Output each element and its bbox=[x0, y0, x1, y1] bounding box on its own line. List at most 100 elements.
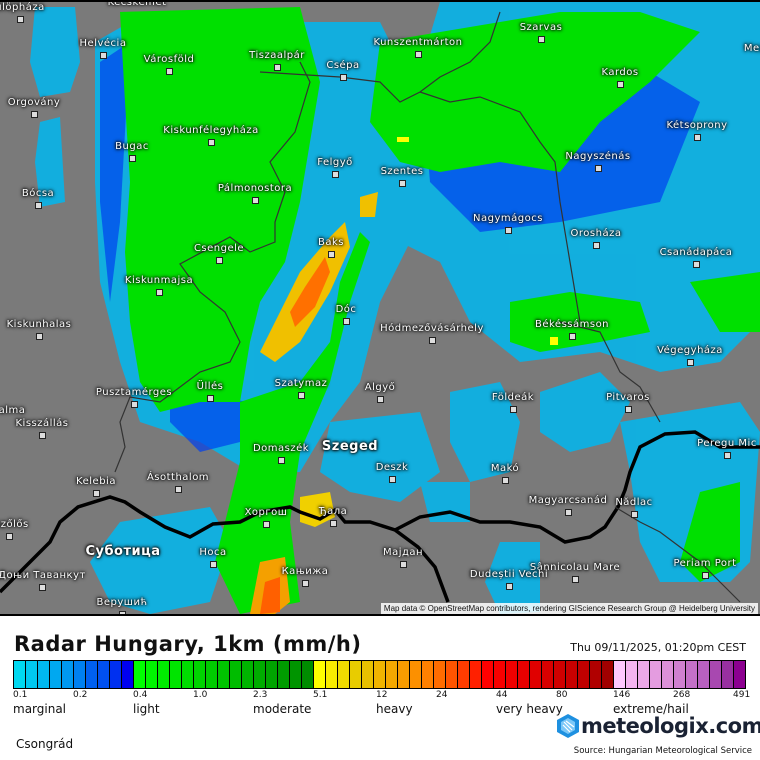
legend-swatch bbox=[662, 661, 674, 688]
region-label: Csongrád bbox=[16, 737, 74, 751]
city-dot-icon bbox=[39, 584, 46, 591]
city-dot-icon bbox=[207, 395, 214, 402]
legend-tick: 0.1 bbox=[13, 690, 28, 700]
city-label: Városföld bbox=[143, 54, 195, 65]
city-dot-icon bbox=[330, 520, 337, 527]
city-dot-icon bbox=[131, 401, 138, 408]
legend-swatch bbox=[674, 661, 686, 688]
city-label: Magyarcsanád bbox=[528, 495, 608, 506]
city-label: Мајдан bbox=[382, 547, 424, 558]
city-dot-icon bbox=[377, 396, 384, 403]
legend-swatch bbox=[614, 661, 626, 688]
city-dot-icon bbox=[278, 457, 285, 464]
city-label: Kelebia bbox=[76, 476, 116, 487]
city-label: Végegyháza bbox=[657, 345, 723, 356]
city-dot-icon bbox=[595, 165, 602, 172]
legend-swatch bbox=[98, 661, 110, 688]
city-label: Kisszállás bbox=[15, 418, 69, 429]
legend-swatch bbox=[638, 661, 650, 688]
legend-tick: 80 bbox=[556, 690, 568, 700]
legend-swatch bbox=[314, 661, 326, 688]
city-label: alma bbox=[0, 405, 26, 416]
city-label: Szentes bbox=[380, 166, 424, 177]
city-label: Kunszentmárton bbox=[373, 37, 463, 48]
city-dot-icon bbox=[119, 611, 126, 614]
city-dot-icon bbox=[687, 359, 694, 366]
legend-swatch bbox=[302, 661, 314, 688]
city-dot-icon bbox=[340, 74, 347, 81]
city-dot-icon bbox=[429, 337, 436, 344]
legend-swatch bbox=[350, 661, 362, 688]
legend-swatch bbox=[206, 661, 218, 688]
city-label: Csépa bbox=[326, 60, 360, 71]
city-dot-icon bbox=[216, 257, 223, 264]
city-label: Peregu Mic bbox=[697, 438, 757, 449]
legend-swatch bbox=[158, 661, 170, 688]
city-dot-icon bbox=[100, 52, 107, 59]
city-label: Dudeștii Vechi bbox=[469, 569, 549, 580]
color-legend-bar bbox=[13, 660, 746, 689]
heavy-precip bbox=[250, 137, 558, 614]
county-borders bbox=[114, 11, 661, 473]
legend-tick: 491 bbox=[733, 690, 751, 700]
city-label: Hódmezővásárhely bbox=[380, 323, 484, 334]
legend-swatch bbox=[326, 661, 338, 688]
city-label: Pálmonostora bbox=[217, 183, 293, 194]
legend-swatch bbox=[62, 661, 74, 688]
city-dot-icon bbox=[302, 580, 309, 587]
city-label: Nagyszénás bbox=[565, 151, 631, 162]
city-label: Csengele bbox=[193, 243, 245, 254]
city-dot-icon bbox=[693, 261, 700, 268]
legend-swatch bbox=[14, 661, 26, 688]
city-label: Pitvaros bbox=[606, 392, 650, 403]
city-label: Szarvas bbox=[519, 22, 563, 33]
city-label: Кањижа bbox=[281, 566, 329, 577]
city-dot-icon bbox=[298, 392, 305, 399]
legend-swatch bbox=[530, 661, 542, 688]
legend-swatch bbox=[362, 661, 374, 688]
city-dot-icon bbox=[208, 139, 215, 146]
legend-tick: 268 bbox=[673, 690, 691, 700]
city-dot-icon bbox=[400, 561, 407, 568]
legend-swatch bbox=[122, 661, 134, 688]
city-dot-icon bbox=[17, 16, 24, 23]
legend-tick: 146 bbox=[613, 690, 631, 700]
city-dot-icon bbox=[210, 561, 217, 568]
legend-swatch bbox=[566, 661, 578, 688]
legend-swatch bbox=[686, 661, 698, 688]
city-dot-icon bbox=[631, 511, 638, 518]
city-dot-icon bbox=[36, 333, 43, 340]
map-attribution[interactable]: Map data © OpenStreetMap contributors, r… bbox=[380, 603, 758, 614]
radar-map[interactable]: Kecskemét ülöpháza Helvécia Városföld Tiszaa… bbox=[0, 0, 760, 616]
timestamp: Thu 09/11/2025, 01:20pm CEST bbox=[570, 641, 746, 654]
city-label: Deszk bbox=[375, 462, 409, 473]
legend-swatch bbox=[470, 661, 482, 688]
city-label: Bócsa bbox=[21, 188, 55, 199]
city-dot-icon bbox=[93, 490, 100, 497]
legend-swatch bbox=[194, 661, 206, 688]
legend-swatch bbox=[290, 661, 302, 688]
legend-swatch bbox=[374, 661, 386, 688]
legend-swatch bbox=[722, 661, 734, 688]
city-dot-icon bbox=[572, 576, 579, 583]
legend-swatch bbox=[398, 661, 410, 688]
city-dot-icon bbox=[39, 432, 46, 439]
city-label: sszőlős bbox=[0, 519, 29, 530]
legend-swatch bbox=[170, 661, 182, 688]
city-label: Orgovány bbox=[7, 97, 61, 108]
city-dot-icon bbox=[129, 155, 136, 162]
legend-tick: 0.4 bbox=[133, 690, 148, 700]
meteologix-logo[interactable]: meteologix.com bbox=[555, 713, 760, 739]
legend-category: moderate bbox=[253, 702, 312, 716]
city-label: Суботица bbox=[85, 544, 161, 559]
city-dot-icon bbox=[625, 406, 632, 413]
city-dot-icon bbox=[343, 318, 350, 325]
legend-swatch bbox=[242, 661, 254, 688]
city-label: Доњи Таванкут bbox=[0, 570, 86, 581]
national-border bbox=[0, 430, 760, 603]
legend-swatch bbox=[554, 661, 566, 688]
legend-swatch bbox=[218, 661, 230, 688]
city-label: Mező bbox=[743, 43, 760, 54]
legend-category: heavy bbox=[376, 702, 413, 716]
legend-swatch bbox=[110, 661, 122, 688]
